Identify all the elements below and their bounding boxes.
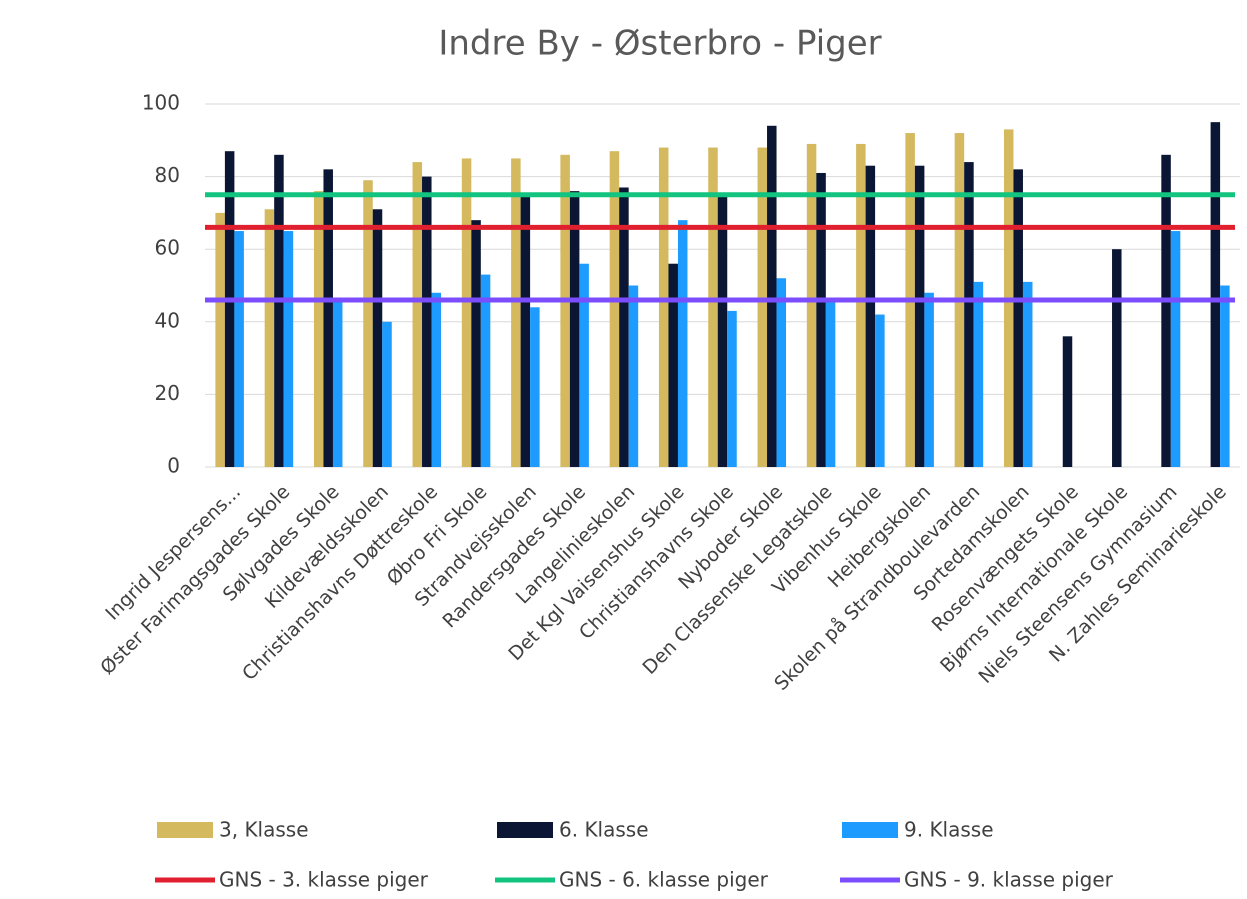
bar <box>875 314 885 467</box>
bar <box>856 143 866 467</box>
bar <box>480 274 491 467</box>
bar <box>412 162 423 467</box>
y-tick-label: 20 <box>155 381 180 405</box>
bar <box>1220 285 1230 467</box>
bar <box>372 209 383 467</box>
bar <box>914 165 925 467</box>
y-tick-label: 100 <box>142 91 180 115</box>
bar <box>677 220 688 467</box>
bar <box>1013 169 1023 467</box>
bar <box>560 154 570 467</box>
bar <box>1112 249 1122 467</box>
bar <box>431 292 442 467</box>
bar <box>668 263 678 467</box>
y-tick-label: 60 <box>155 236 180 260</box>
bar <box>511 158 521 467</box>
bar <box>274 154 284 467</box>
bar <box>1062 336 1073 467</box>
bar <box>234 231 244 467</box>
bar <box>1161 154 1171 467</box>
bar <box>924 292 934 467</box>
bar <box>806 143 817 467</box>
bar <box>313 191 324 467</box>
bar <box>1170 231 1181 467</box>
bar <box>973 281 984 467</box>
legend-label: GNS - 6. klasse piger <box>559 868 769 892</box>
bar <box>816 172 826 467</box>
bar <box>619 187 629 468</box>
bar <box>757 147 768 467</box>
bar <box>363 180 373 468</box>
legend-label: 3, Klasse <box>219 818 309 842</box>
bar <box>264 209 275 467</box>
legend-swatch <box>157 822 213 838</box>
legend-label: 9. Klasse <box>904 818 994 842</box>
bar <box>609 151 620 467</box>
bar <box>520 194 531 467</box>
bar <box>717 194 728 467</box>
bar <box>332 300 343 467</box>
bar <box>825 300 836 467</box>
legend-label: GNS - 3. klasse piger <box>219 868 429 892</box>
legend-label: GNS - 9. klasse piger <box>904 868 1114 892</box>
bar <box>579 263 589 467</box>
bar <box>767 125 777 467</box>
bar <box>471 220 481 467</box>
legend-swatch <box>497 822 553 838</box>
bar <box>776 278 787 467</box>
legend-swatch <box>842 822 898 838</box>
bar <box>964 162 974 467</box>
bar <box>283 231 294 467</box>
bar <box>215 212 225 467</box>
bar <box>422 176 432 467</box>
bar <box>865 165 876 467</box>
bar <box>569 191 580 467</box>
chart-title: Indre By - Østerbro - Piger <box>438 24 881 64</box>
bar <box>224 151 235 467</box>
y-tick-label: 80 <box>155 163 180 187</box>
y-tick-label: 40 <box>155 308 180 332</box>
bar <box>628 285 639 467</box>
bar <box>727 310 737 467</box>
legend-label: 6. Klasse <box>559 818 649 842</box>
bar <box>658 147 669 467</box>
bar <box>323 169 333 467</box>
bar <box>530 307 540 467</box>
bar <box>382 321 392 467</box>
bar <box>461 158 472 467</box>
y-tick-label: 0 <box>167 454 180 478</box>
bar <box>708 147 718 467</box>
bar <box>1022 281 1033 467</box>
bar <box>1210 122 1221 468</box>
